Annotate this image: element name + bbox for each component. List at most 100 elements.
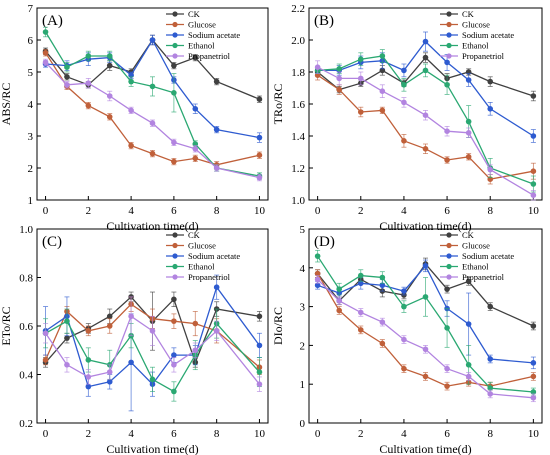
legend-label: Propanetriol (462, 272, 505, 282)
x-tick-label: 0 (315, 428, 321, 440)
data-point (401, 303, 407, 310)
data-point (444, 59, 450, 66)
data-point (336, 75, 343, 82)
x-tick-label: 2 (358, 428, 364, 440)
data-point (171, 158, 177, 165)
x-tick-label: 10 (254, 428, 266, 440)
legend-label: Propanetriol (188, 51, 231, 61)
series-sodium-acetate (42, 34, 263, 143)
data-point (401, 365, 407, 372)
data-point (64, 82, 70, 88)
series-glucose (42, 49, 263, 169)
data-point (213, 165, 220, 171)
x-axis-label: Cultivation time(d) (106, 219, 198, 233)
y-tick-label: 4 (300, 263, 306, 275)
data-point (256, 342, 263, 349)
legend-label: Sodium acetate (462, 251, 514, 261)
y-tick-label: 5 (300, 224, 306, 236)
y-axis-label: DIo/RC (271, 307, 285, 345)
panel-label: (A) (42, 13, 63, 29)
x-tick-label: 10 (254, 205, 266, 217)
data-point (85, 383, 92, 390)
series-propanetriol (42, 58, 263, 182)
data-point (256, 313, 263, 320)
legend-swatch-marker (446, 53, 452, 59)
legend-swatch-marker (446, 242, 452, 249)
data-point (530, 133, 537, 139)
x-tick-label: 6 (171, 205, 177, 217)
data-point (314, 276, 321, 283)
y-tick-label: 6 (28, 35, 34, 47)
data-point (192, 54, 199, 61)
legend-swatch-marker (446, 11, 452, 17)
x-tick-label: 8 (487, 205, 493, 217)
y-tick-label: 0.2 (19, 418, 33, 430)
data-point (149, 328, 156, 334)
x-tick-label: 4 (128, 428, 134, 440)
data-point (336, 66, 343, 72)
panel-4: 0 2 4 6 8 10 0 1 2 3 4 5 Cultivation time(d) DIo/RC (D… (271, 224, 543, 455)
y-tick-label: 5 (28, 67, 34, 79)
x-tick-label: 4 (128, 205, 134, 217)
data-point (336, 86, 343, 93)
data-point (171, 62, 177, 69)
data-point (530, 168, 537, 174)
data-point (422, 67, 429, 74)
data-point (357, 272, 364, 279)
series-line (45, 315, 260, 385)
legend-swatch-marker (172, 11, 178, 17)
panel-label: (D) (314, 234, 335, 250)
data-point (401, 99, 407, 106)
data-point (357, 75, 364, 82)
legend-label: Sodium acetate (188, 251, 240, 261)
data-point (85, 357, 92, 363)
data-point (192, 106, 199, 112)
data-point (357, 327, 364, 333)
x-tick-label: 0 (43, 205, 49, 217)
data-point (192, 347, 199, 354)
panel-2: 0 2 4 6 8 10 1.0 1.2 1.4 1.6 1.8 2.0 2.2 Cultivation … (271, 3, 543, 233)
data-point (128, 107, 134, 114)
legend-swatch-marker (446, 21, 452, 28)
data-point (256, 381, 263, 388)
data-point (314, 253, 321, 259)
series-line (45, 320, 260, 393)
data-point (444, 286, 450, 292)
legend-label: Propanetriol (188, 272, 231, 282)
y-tick-label: 1.0 (291, 195, 305, 207)
data-point (530, 394, 537, 401)
legend-swatch-marker (172, 32, 178, 38)
data-point (171, 352, 177, 358)
data-point (106, 323, 113, 329)
data-point (85, 374, 92, 380)
data-point (465, 118, 472, 125)
data-point (171, 90, 177, 96)
data-point (465, 77, 472, 83)
data-point (106, 369, 113, 375)
data-point (64, 362, 70, 368)
data-point (487, 78, 494, 85)
data-point (149, 120, 156, 126)
data-point (314, 270, 321, 277)
data-point (530, 192, 537, 198)
data-point (444, 325, 450, 331)
y-tick-label: 2 (28, 163, 34, 175)
series-propanetriol (314, 275, 537, 403)
x-tick-label: 10 (528, 205, 540, 217)
data-point (487, 303, 494, 310)
data-point (171, 362, 177, 368)
data-point (213, 328, 220, 334)
series-sodium-acetate (314, 259, 537, 370)
y-tick-label: 1.2 (291, 163, 305, 175)
data-point (487, 106, 494, 112)
data-point (487, 166, 494, 173)
series-line (45, 38, 260, 100)
y-tick-label: 0.8 (19, 273, 33, 285)
data-point (85, 328, 92, 334)
data-point (379, 319, 386, 325)
data-point (530, 360, 537, 366)
legend-swatch-marker (446, 253, 452, 259)
data-point (379, 53, 386, 59)
